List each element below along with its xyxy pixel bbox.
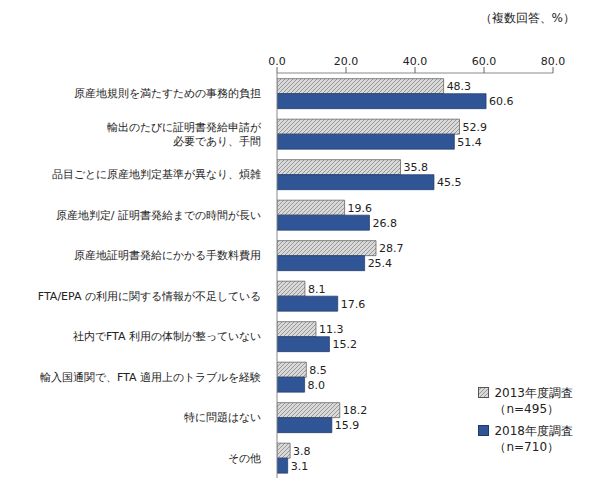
svg-text:社内でFTA 利用の体制が整っていない: 社内でFTA 利用の体制が整っていない: [73, 330, 261, 343]
svg-text:15.2: 15.2: [332, 338, 357, 351]
svg-text:48.3: 48.3: [447, 80, 472, 93]
svg-text:80.0: 80.0: [541, 55, 566, 68]
svg-text:特に問題はない: 特に問題はない: [184, 411, 261, 424]
svg-text:3.1: 3.1: [291, 460, 309, 473]
svg-text:51.4: 51.4: [457, 136, 482, 149]
svg-text:35.8: 35.8: [404, 161, 429, 174]
svg-text:原産地判定/ 証明書発給までの時間が長い: 原産地判定/ 証明書発給までの時間が長い: [56, 209, 261, 222]
svg-text:その他: その他: [228, 452, 261, 465]
svg-text:17.6: 17.6: [341, 298, 366, 311]
svg-text:8.5: 8.5: [309, 364, 327, 377]
svg-text:25.4: 25.4: [368, 257, 393, 270]
html-text:（n=495）: （n=495）: [494, 402, 559, 416]
svg-text:原産地証明書発給にかかる手数料費用: 原産地証明書発給にかかる手数料費用: [74, 249, 261, 262]
svg-text:20.0: 20.0: [334, 55, 359, 68]
svg-text:19.6: 19.6: [348, 202, 373, 215]
html-text:（複数回答、%）: （複数回答、%）: [479, 11, 575, 25]
svg-text:8.0: 8.0: [308, 379, 326, 392]
html-text:（n=710）: （n=710）: [494, 440, 559, 454]
svg-text:26.8: 26.8: [372, 217, 397, 230]
svg-text:8.1: 8.1: [308, 283, 326, 296]
svg-text:FTA/EPA の利用に関する情報が不足している: FTA/EPA の利用に関する情報が不足している: [38, 290, 261, 303]
svg-text:輸入国通関で、FTA 適用上のトラブルを経験: 輸入国通関で、FTA 適用上のトラブルを経験: [40, 371, 261, 384]
svg-text:52.9: 52.9: [463, 121, 488, 134]
svg-text:原産地規則を満たすための事務的負担: 原産地規則を満たすための事務的負担: [74, 87, 261, 100]
svg-text:60.0: 60.0: [472, 55, 497, 68]
svg-text:40.0: 40.0: [403, 55, 428, 68]
svg-text:28.7: 28.7: [379, 242, 404, 255]
svg-text:11.3: 11.3: [319, 323, 344, 336]
svg-text:18.2: 18.2: [343, 404, 368, 417]
svg-text:0.0: 0.0: [268, 55, 286, 68]
svg-text:品目ごとに原産地判定基準が異なり、煩雑: 品目ごとに原産地判定基準が異なり、煩雑: [52, 168, 261, 181]
svg-text:60.6: 60.6: [489, 95, 514, 108]
html-text:2013年度調査: 2013年度調査: [494, 386, 573, 400]
svg-text:45.5: 45.5: [437, 176, 462, 189]
svg-text:15.9: 15.9: [335, 419, 360, 432]
svg-text:3.8: 3.8: [293, 445, 311, 458]
html-text:2018年度調査: 2018年度調査: [494, 424, 573, 438]
svg-text:輸出のたびに証明書発給申請が必要であり、手間: 輸出のたびに証明書発給申請が必要であり、手間: [107, 121, 262, 148]
